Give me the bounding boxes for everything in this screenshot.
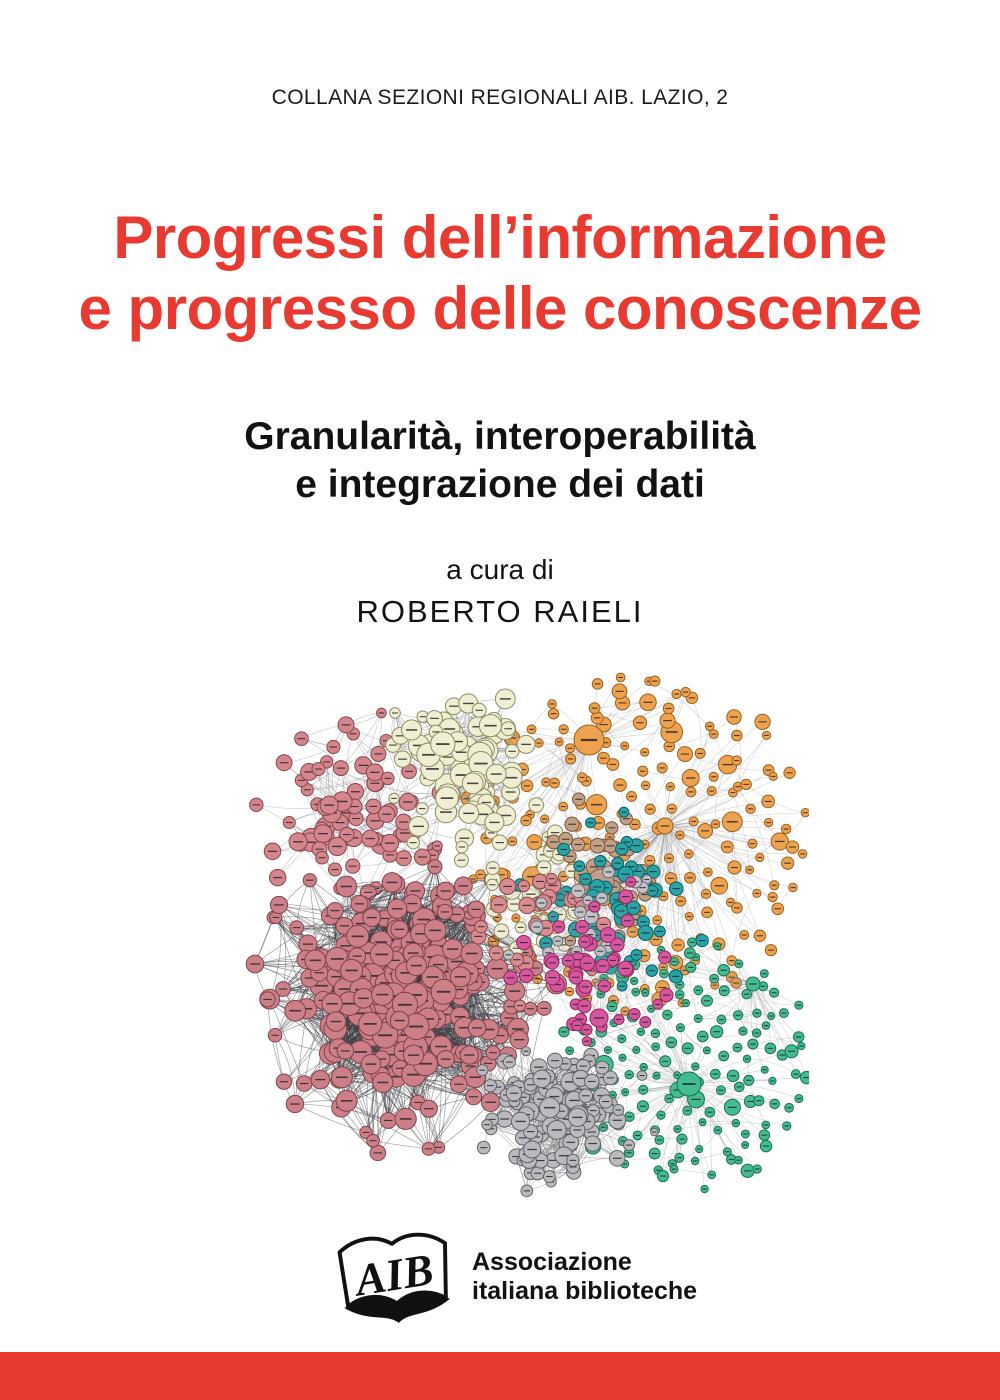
editor-name: ROBERTO RAIELI: [356, 594, 644, 629]
publisher-block: AIB Associazione italiana biblioteche: [334, 1228, 697, 1326]
publisher-name-line-2: italiana biblioteche: [472, 1277, 698, 1305]
editor-block: a cura di ROBERTO RAIELI: [0, 554, 1000, 630]
publisher-name-line-1: Associazione: [472, 1248, 632, 1276]
page-title: Progressi dell’informazione e progresso …: [0, 203, 1000, 345]
editor-prefix: a cura di: [446, 554, 554, 585]
series-label: COLLANA SEZIONI REGIONALI AIB. LAZIO, 2: [271, 86, 729, 109]
subtitle-line-1: Granularità, interoperabilità: [244, 415, 756, 458]
footer-accent-bar: [0, 1352, 1000, 1400]
subtitle-line-2: e integrazione dei dati: [295, 462, 705, 506]
publisher-name: Associazione italiana biblioteche: [472, 1248, 697, 1306]
title-line-1: Progressi dell’informazione: [113, 204, 887, 271]
subtitle: Granularità, interoperabilità e integraz…: [0, 413, 1000, 508]
aib-open-book-logo-icon: AIB: [337, 1232, 450, 1323]
aib-acronym: AIB: [349, 1244, 437, 1306]
network-graph-figure: [197, 666, 809, 1218]
title-line-2: e progresso delle conoscenze: [78, 274, 922, 342]
